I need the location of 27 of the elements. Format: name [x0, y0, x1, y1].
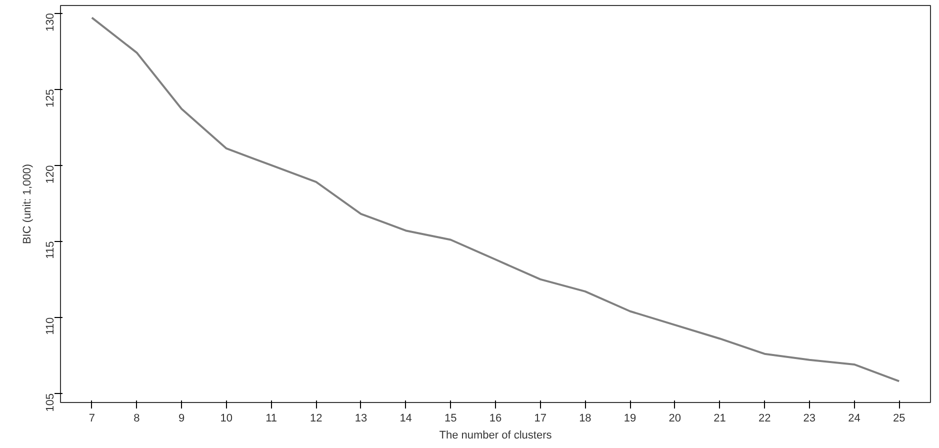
- x-tick-label: 24: [848, 412, 860, 424]
- x-tick-label: 14: [400, 412, 412, 424]
- x-tick-label: 15: [444, 412, 457, 424]
- x-tick-label: 11: [266, 412, 277, 424]
- x-tick-label: 9: [178, 412, 185, 424]
- x-tick-label: 12: [310, 412, 322, 424]
- x-tick-label: 22: [758, 412, 771, 424]
- x-tick-label: 13: [354, 412, 368, 424]
- x-tick-label: 10: [220, 412, 233, 424]
- x-tick-label: 21: [714, 412, 726, 424]
- y-tick-label: 120: [44, 165, 56, 184]
- x-tick-label: 18: [579, 412, 592, 424]
- x-tick-label: 7: [88, 412, 95, 424]
- x-tick-label: 17: [534, 412, 546, 424]
- y-tick-label: 110: [44, 317, 56, 335]
- x-tick-label: 16: [489, 412, 502, 424]
- x-tick-label: 25: [892, 412, 906, 424]
- x-tick-label: 23: [803, 412, 816, 424]
- x-axis-title: The number of clusters: [439, 430, 552, 442]
- y-tick-label: 105: [44, 393, 56, 412]
- y-tick-label: 115: [44, 241, 56, 259]
- x-tick-label: 20: [668, 412, 682, 424]
- y-tick-label: 125: [44, 89, 56, 108]
- x-tick-label: 8: [134, 412, 140, 424]
- y-tick-label: 130: [44, 13, 56, 32]
- y-axis-title: BIC (unit: 1,000): [22, 164, 34, 244]
- x-tick-label: 19: [624, 412, 636, 424]
